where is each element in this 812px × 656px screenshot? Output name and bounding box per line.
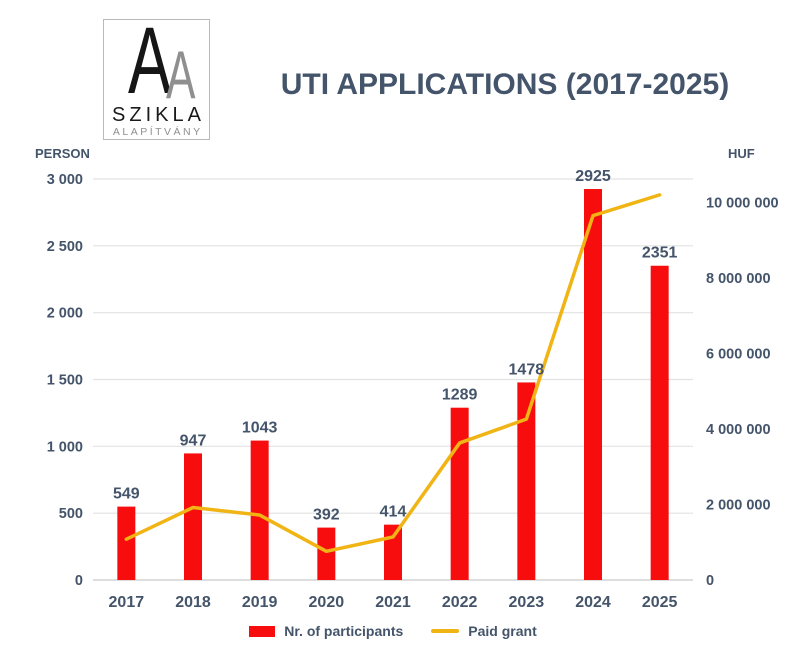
bar-2025 — [650, 265, 669, 580]
left-axis-tick-label: 1 000 — [47, 439, 83, 455]
bar-2021 — [384, 524, 402, 580]
bar-2024 — [584, 189, 602, 580]
legend-item-paid-grant: Paid grant — [431, 623, 537, 639]
right-axis-tick-label: 6 000 000 — [706, 346, 771, 362]
x-axis-label-2021: 2021 — [375, 594, 411, 611]
logo-letter-a-secondary: A — [166, 37, 196, 113]
logo-letter-a-primary: A — [128, 8, 172, 114]
bar-value-label-2023: 1478 — [509, 361, 545, 378]
legend-label-participants: Nr. of participants — [284, 623, 404, 639]
bar-value-label-2017: 549 — [113, 486, 140, 503]
left-axis-tick-label: 3 000 — [47, 172, 83, 188]
x-axis-label-2020: 2020 — [309, 594, 345, 611]
logo-name: SZIKLA — [112, 104, 205, 126]
left-axis-tick-label: 500 — [59, 506, 83, 522]
bar-value-label-2020: 392 — [313, 507, 340, 524]
chart-legend: Nr. of participants Paid grant — [93, 620, 693, 642]
bar-value-label-2021: 414 — [380, 504, 407, 521]
legend-item-participants: Nr. of participants — [249, 623, 403, 639]
right-axis-unit-label: HUF — [728, 146, 755, 161]
left-axis-tick-label: 1 500 — [47, 373, 83, 389]
left-axis-tick-label: 0 — [75, 573, 83, 589]
bar-2020 — [317, 527, 336, 580]
x-axis-label-2024: 2024 — [575, 594, 611, 611]
line-series-swatch-icon — [431, 629, 460, 633]
legend-label-paid-grant: Paid grant — [468, 623, 537, 639]
x-axis-label-2018: 2018 — [175, 594, 211, 611]
logo-subtitle: ALAPÍTVÁNY — [112, 126, 203, 138]
right-axis-tick-label: 8 000 000 — [706, 271, 771, 287]
x-axis-label-2023: 2023 — [509, 594, 545, 611]
x-axis-label-2017: 2017 — [109, 594, 145, 611]
right-axis-tick-label: 4 000 000 — [706, 422, 771, 438]
bar-value-label-2019: 1043 — [242, 420, 278, 437]
szikla-logo: A A SZIKLA ALAPÍTVÁNY — [103, 14, 210, 140]
x-axis-label-2025: 2025 — [642, 594, 678, 611]
left-axis-unit-label: PERSON — [35, 146, 90, 161]
bar-value-label-2024: 2925 — [575, 168, 611, 185]
x-axis-label-2019: 2019 — [242, 594, 278, 611]
bar-series-swatch-icon — [249, 625, 276, 637]
bar-value-label-2018: 947 — [180, 432, 207, 449]
left-axis-tick-label: 2 000 — [47, 306, 83, 322]
chart-title: UTI APPLICATIONS (2017-2025) — [280, 68, 730, 101]
paid-grant-line — [124, 193, 662, 554]
bar-value-label-2025: 2351 — [642, 245, 678, 262]
bar-2022 — [450, 407, 469, 580]
bar-2023 — [517, 382, 536, 580]
right-axis-tick-label: 0 — [706, 573, 714, 589]
bar-2019 — [250, 440, 269, 580]
right-axis-tick-label: 2 000 000 — [706, 497, 771, 513]
bar-2017 — [117, 506, 136, 580]
x-axis-label-2022: 2022 — [442, 594, 478, 611]
left-axis-tick-label: 2 500 — [47, 239, 83, 255]
bar-value-label-2022: 1289 — [442, 387, 478, 404]
bar-2018 — [184, 453, 202, 580]
right-axis-tick-label: 10 000 000 — [706, 195, 779, 211]
